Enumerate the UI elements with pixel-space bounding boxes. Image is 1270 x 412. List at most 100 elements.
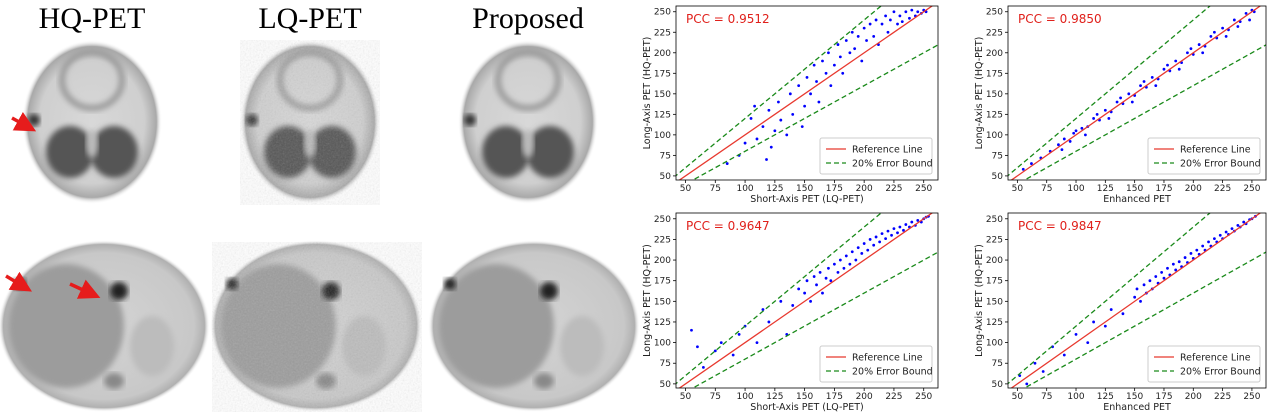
- point: [1139, 84, 1142, 88]
- point: [829, 84, 833, 88]
- x-tick-label: 225: [885, 184, 902, 194]
- point: [832, 63, 836, 67]
- point: [898, 14, 902, 18]
- y-tick-label: 100: [986, 131, 1003, 141]
- point: [1095, 112, 1099, 116]
- point: [1103, 108, 1107, 112]
- y-tick-label: 225: [654, 28, 671, 38]
- point: [853, 47, 857, 51]
- point: [878, 240, 882, 244]
- point: [773, 129, 777, 133]
- point: [880, 22, 884, 26]
- point: [767, 108, 771, 112]
- column-title: Proposed: [472, 2, 584, 35]
- point: [916, 219, 920, 222]
- point: [765, 158, 768, 161]
- x-tick-label: 75: [710, 184, 721, 194]
- point: [872, 243, 876, 247]
- x-tick-label: 50: [680, 184, 692, 194]
- plot-frame: [675, 5, 939, 181]
- point: [1213, 237, 1216, 240]
- annotation: PCC = 0.9647: [686, 219, 770, 233]
- point: [832, 262, 836, 266]
- point: [827, 51, 830, 55]
- point: [1084, 133, 1087, 137]
- point: [1109, 308, 1113, 311]
- scatter-chart: 50 75 100 125 150 175 200 225 250 50 75 100 125 150 17…: [974, 212, 1267, 412]
- point: [725, 162, 729, 165]
- x-tick-label: 250: [915, 392, 932, 402]
- y-tick-label: 50: [660, 380, 672, 390]
- point: [838, 55, 842, 59]
- legend-box: [819, 137, 933, 175]
- point: [868, 238, 872, 241]
- point: [902, 228, 905, 232]
- legend-label: 20% Error Bound: [1180, 159, 1261, 170]
- y-tick-label: 150: [986, 297, 1003, 307]
- point: [749, 117, 753, 120]
- y-tick-label: 200: [654, 49, 671, 59]
- y-tick-label: 250: [654, 215, 671, 225]
- point: [1221, 26, 1225, 30]
- point: [777, 100, 780, 104]
- reference-line: [676, 6, 938, 180]
- x-axis-label: Short-Axis PET (LQ-PET): [750, 194, 863, 205]
- point: [1195, 248, 1199, 252]
- x-tick-label: 75: [1041, 184, 1052, 194]
- annotation: PCC = 0.9512: [686, 12, 770, 26]
- point: [854, 258, 858, 262]
- plot-frame: [1007, 212, 1267, 389]
- point: [788, 92, 792, 96]
- reference-line: [678, 6, 934, 180]
- y-tick-label: 75: [992, 359, 1003, 369]
- point: [1021, 167, 1025, 171]
- y-axis-label: Long-Axis PET (HQ-PET): [642, 37, 653, 150]
- reference-line: [1010, 6, 1262, 180]
- point: [1127, 92, 1131, 96]
- point: [1072, 131, 1076, 135]
- x-tick-label: 50: [1012, 392, 1024, 402]
- y-tick-label: 175: [986, 69, 1003, 79]
- x-tick-label: 250: [1243, 392, 1260, 402]
- point: [1166, 266, 1169, 270]
- point: [785, 133, 789, 137]
- point: [713, 349, 717, 353]
- point: [1092, 117, 1096, 120]
- point: [841, 71, 845, 75]
- point: [803, 291, 807, 295]
- column-title: LQ-PET: [258, 2, 361, 35]
- point: [737, 332, 741, 336]
- point: [850, 30, 854, 34]
- reference-line: [676, 213, 938, 388]
- x-tick-label: 200: [1185, 392, 1202, 402]
- point: [865, 39, 868, 42]
- point: [779, 118, 783, 122]
- point: [1086, 341, 1090, 344]
- y-tick-label: 100: [654, 339, 671, 349]
- point: [868, 22, 872, 26]
- point: [696, 345, 699, 349]
- point: [1150, 76, 1154, 79]
- point: [896, 22, 899, 26]
- point: [1177, 67, 1181, 71]
- x-tick-label: 225: [885, 392, 902, 402]
- point: [892, 10, 896, 14]
- y-axis-label: Long-Axis PET (HQ-PET): [974, 37, 985, 150]
- point: [1074, 332, 1078, 336]
- point: [821, 59, 824, 63]
- point: [888, 18, 892, 22]
- y-tick-label: 125: [986, 110, 1003, 120]
- point: [1232, 18, 1236, 22]
- point: [1142, 283, 1146, 287]
- x-tick-label: 125: [766, 392, 783, 402]
- point: [1160, 271, 1164, 274]
- point: [1062, 353, 1066, 357]
- legend-label: Reference Line: [1180, 145, 1251, 156]
- point: [815, 283, 818, 287]
- y-tick-label: 100: [986, 339, 1003, 349]
- point: [850, 250, 854, 254]
- point: [1057, 143, 1060, 147]
- y-tick-label: 175: [654, 277, 671, 287]
- x-tick-label: 175: [826, 184, 843, 194]
